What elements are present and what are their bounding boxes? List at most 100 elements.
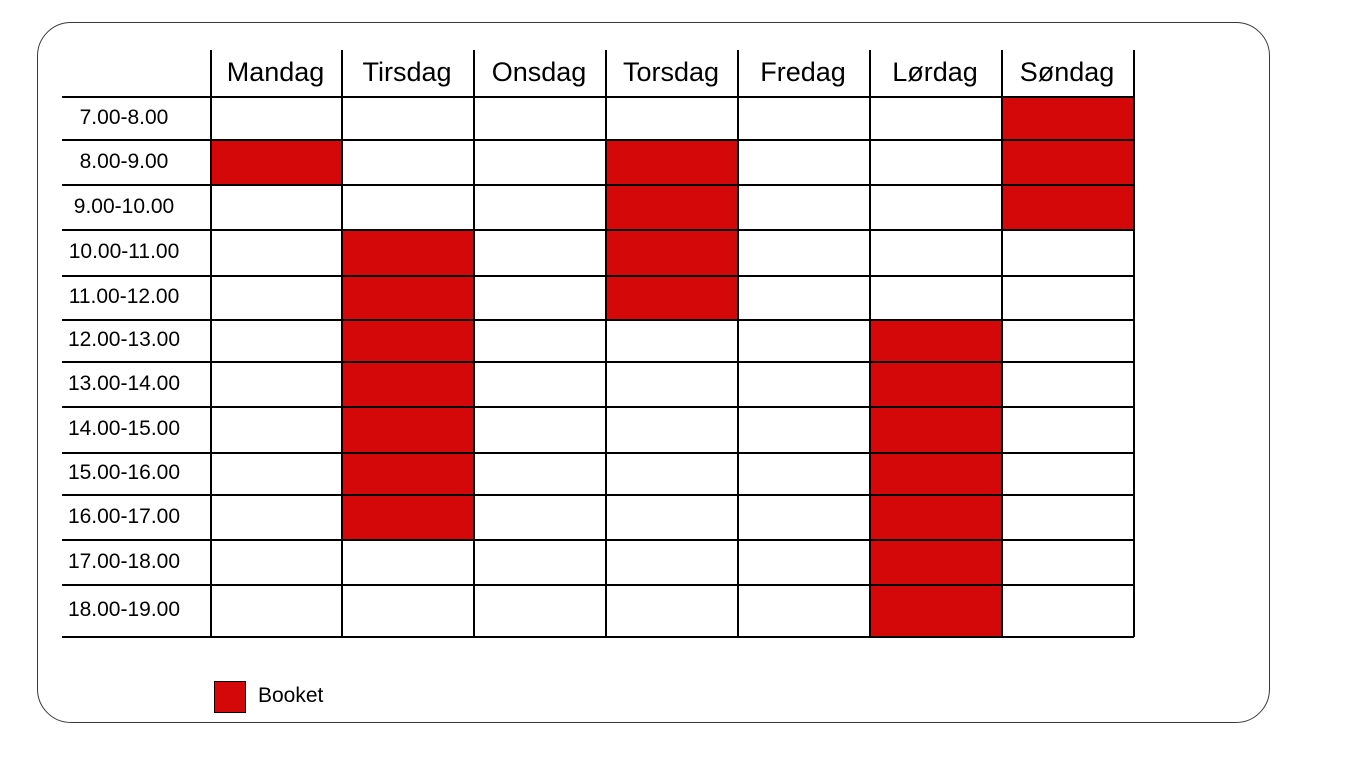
slot-tirsdag-6-booked[interactable] [341, 319, 474, 362]
slot-fredag-5[interactable] [737, 275, 870, 320]
slot-onsdag-7[interactable] [473, 361, 606, 407]
slot-mandag-7[interactable] [210, 361, 342, 407]
slot-fredag-4[interactable] [737, 229, 870, 276]
slot-søndag-8[interactable] [1001, 406, 1134, 453]
slot-søndag-5[interactable] [1001, 275, 1134, 320]
slot-mandag-1[interactable] [210, 96, 342, 140]
slot-fredag-9[interactable] [737, 452, 870, 495]
slot-onsdag-9[interactable] [473, 452, 606, 495]
slot-søndag-2-booked[interactable] [1001, 139, 1134, 185]
slot-torsdag-4-booked[interactable] [605, 229, 738, 276]
grid-hline [62, 494, 1134, 496]
slot-lørdag-9-booked[interactable] [869, 452, 1002, 495]
slot-tirsdag-2[interactable] [341, 139, 474, 185]
slot-tirsdag-11[interactable] [341, 539, 474, 585]
slot-tirsdag-4-booked[interactable] [341, 229, 474, 276]
slot-lørdag-7-booked[interactable] [869, 361, 1002, 407]
slot-tirsdag-8-booked[interactable] [341, 406, 474, 453]
slot-tirsdag-9-booked[interactable] [341, 452, 474, 495]
grid-hline [62, 275, 1134, 277]
slot-onsdag-12[interactable] [473, 584, 606, 637]
slot-tirsdag-10-booked[interactable] [341, 494, 474, 540]
grid-vline [869, 50, 871, 637]
slot-mandag-2-booked[interactable] [210, 139, 342, 185]
time-label-11: 17.00-18.00 [67, 549, 181, 573]
slot-lørdag-2[interactable] [869, 139, 1002, 185]
slot-søndag-12[interactable] [1001, 584, 1134, 637]
slot-torsdag-3-booked[interactable] [605, 184, 738, 230]
slot-fredag-11[interactable] [737, 539, 870, 585]
slot-lørdag-4[interactable] [869, 229, 1002, 276]
slot-lørdag-12-booked[interactable] [869, 584, 1002, 637]
slot-onsdag-5[interactable] [473, 275, 606, 320]
slot-søndag-3-booked[interactable] [1001, 184, 1134, 230]
slot-fredag-10[interactable] [737, 494, 870, 540]
slot-lørdag-10-booked[interactable] [869, 494, 1002, 540]
slot-fredag-3[interactable] [737, 184, 870, 230]
slot-mandag-12[interactable] [210, 584, 342, 637]
time-label-3: 9.00-10.00 [73, 194, 175, 218]
slot-torsdag-1[interactable] [605, 96, 738, 140]
slot-mandag-3[interactable] [210, 184, 342, 230]
slot-onsdag-8[interactable] [473, 406, 606, 453]
slot-mandag-9[interactable] [210, 452, 342, 495]
slot-lørdag-3[interactable] [869, 184, 1002, 230]
slot-torsdag-7[interactable] [605, 361, 738, 407]
slot-søndag-7[interactable] [1001, 361, 1134, 407]
grid-hline [62, 584, 1134, 586]
slot-lørdag-6-booked[interactable] [869, 319, 1002, 362]
slot-onsdag-11[interactable] [473, 539, 606, 585]
day-header-onsdag: Onsdag [491, 56, 587, 87]
slot-onsdag-4[interactable] [473, 229, 606, 276]
grid-vline [473, 50, 475, 637]
slot-torsdag-5-booked[interactable] [605, 275, 738, 320]
slot-tirsdag-12[interactable] [341, 584, 474, 637]
slot-fredag-1[interactable] [737, 96, 870, 140]
slot-søndag-4[interactable] [1001, 229, 1134, 276]
slot-mandag-8[interactable] [210, 406, 342, 453]
slot-søndag-1-booked[interactable] [1001, 96, 1134, 140]
slot-lørdag-11-booked[interactable] [869, 539, 1002, 585]
slot-lørdag-1[interactable] [869, 96, 1002, 140]
slot-lørdag-8-booked[interactable] [869, 406, 1002, 453]
slot-onsdag-2[interactable] [473, 139, 606, 185]
slot-mandag-10[interactable] [210, 494, 342, 540]
slot-torsdag-2-booked[interactable] [605, 139, 738, 185]
slot-onsdag-10[interactable] [473, 494, 606, 540]
slot-onsdag-6[interactable] [473, 319, 606, 362]
slot-mandag-4[interactable] [210, 229, 342, 276]
slot-tirsdag-1[interactable] [341, 96, 474, 140]
grid-hline [62, 406, 1134, 408]
slot-fredag-2[interactable] [737, 139, 870, 185]
slot-søndag-6[interactable] [1001, 319, 1134, 362]
slot-torsdag-12[interactable] [605, 584, 738, 637]
slot-torsdag-6[interactable] [605, 319, 738, 362]
slot-tirsdag-5-booked[interactable] [341, 275, 474, 320]
slot-mandag-11[interactable] [210, 539, 342, 585]
slot-torsdag-11[interactable] [605, 539, 738, 585]
day-header-søndag: Søndag [1019, 56, 1115, 87]
grid-vline [210, 50, 212, 637]
slot-søndag-10[interactable] [1001, 494, 1134, 540]
day-header-mandag: Mandag [226, 56, 325, 87]
slot-fredag-8[interactable] [737, 406, 870, 453]
slot-søndag-11[interactable] [1001, 539, 1134, 585]
slot-tirsdag-7-booked[interactable] [341, 361, 474, 407]
day-header-tirsdag: Tirsdag [362, 56, 452, 87]
slot-torsdag-10[interactable] [605, 494, 738, 540]
slot-fredag-7[interactable] [737, 361, 870, 407]
slot-søndag-9[interactable] [1001, 452, 1134, 495]
slot-fredag-6[interactable] [737, 319, 870, 362]
slot-torsdag-8[interactable] [605, 406, 738, 453]
slot-torsdag-9[interactable] [605, 452, 738, 495]
grid-hline [62, 539, 1134, 541]
slot-lørdag-5[interactable] [869, 275, 1002, 320]
time-label-7: 13.00-14.00 [67, 371, 181, 395]
slot-tirsdag-3[interactable] [341, 184, 474, 230]
slot-onsdag-1[interactable] [473, 96, 606, 140]
slot-onsdag-3[interactable] [473, 184, 606, 230]
slot-mandag-5[interactable] [210, 275, 342, 320]
slot-fredag-12[interactable] [737, 584, 870, 637]
time-label-2: 8.00-9.00 [79, 149, 169, 173]
slot-mandag-6[interactable] [210, 319, 342, 362]
